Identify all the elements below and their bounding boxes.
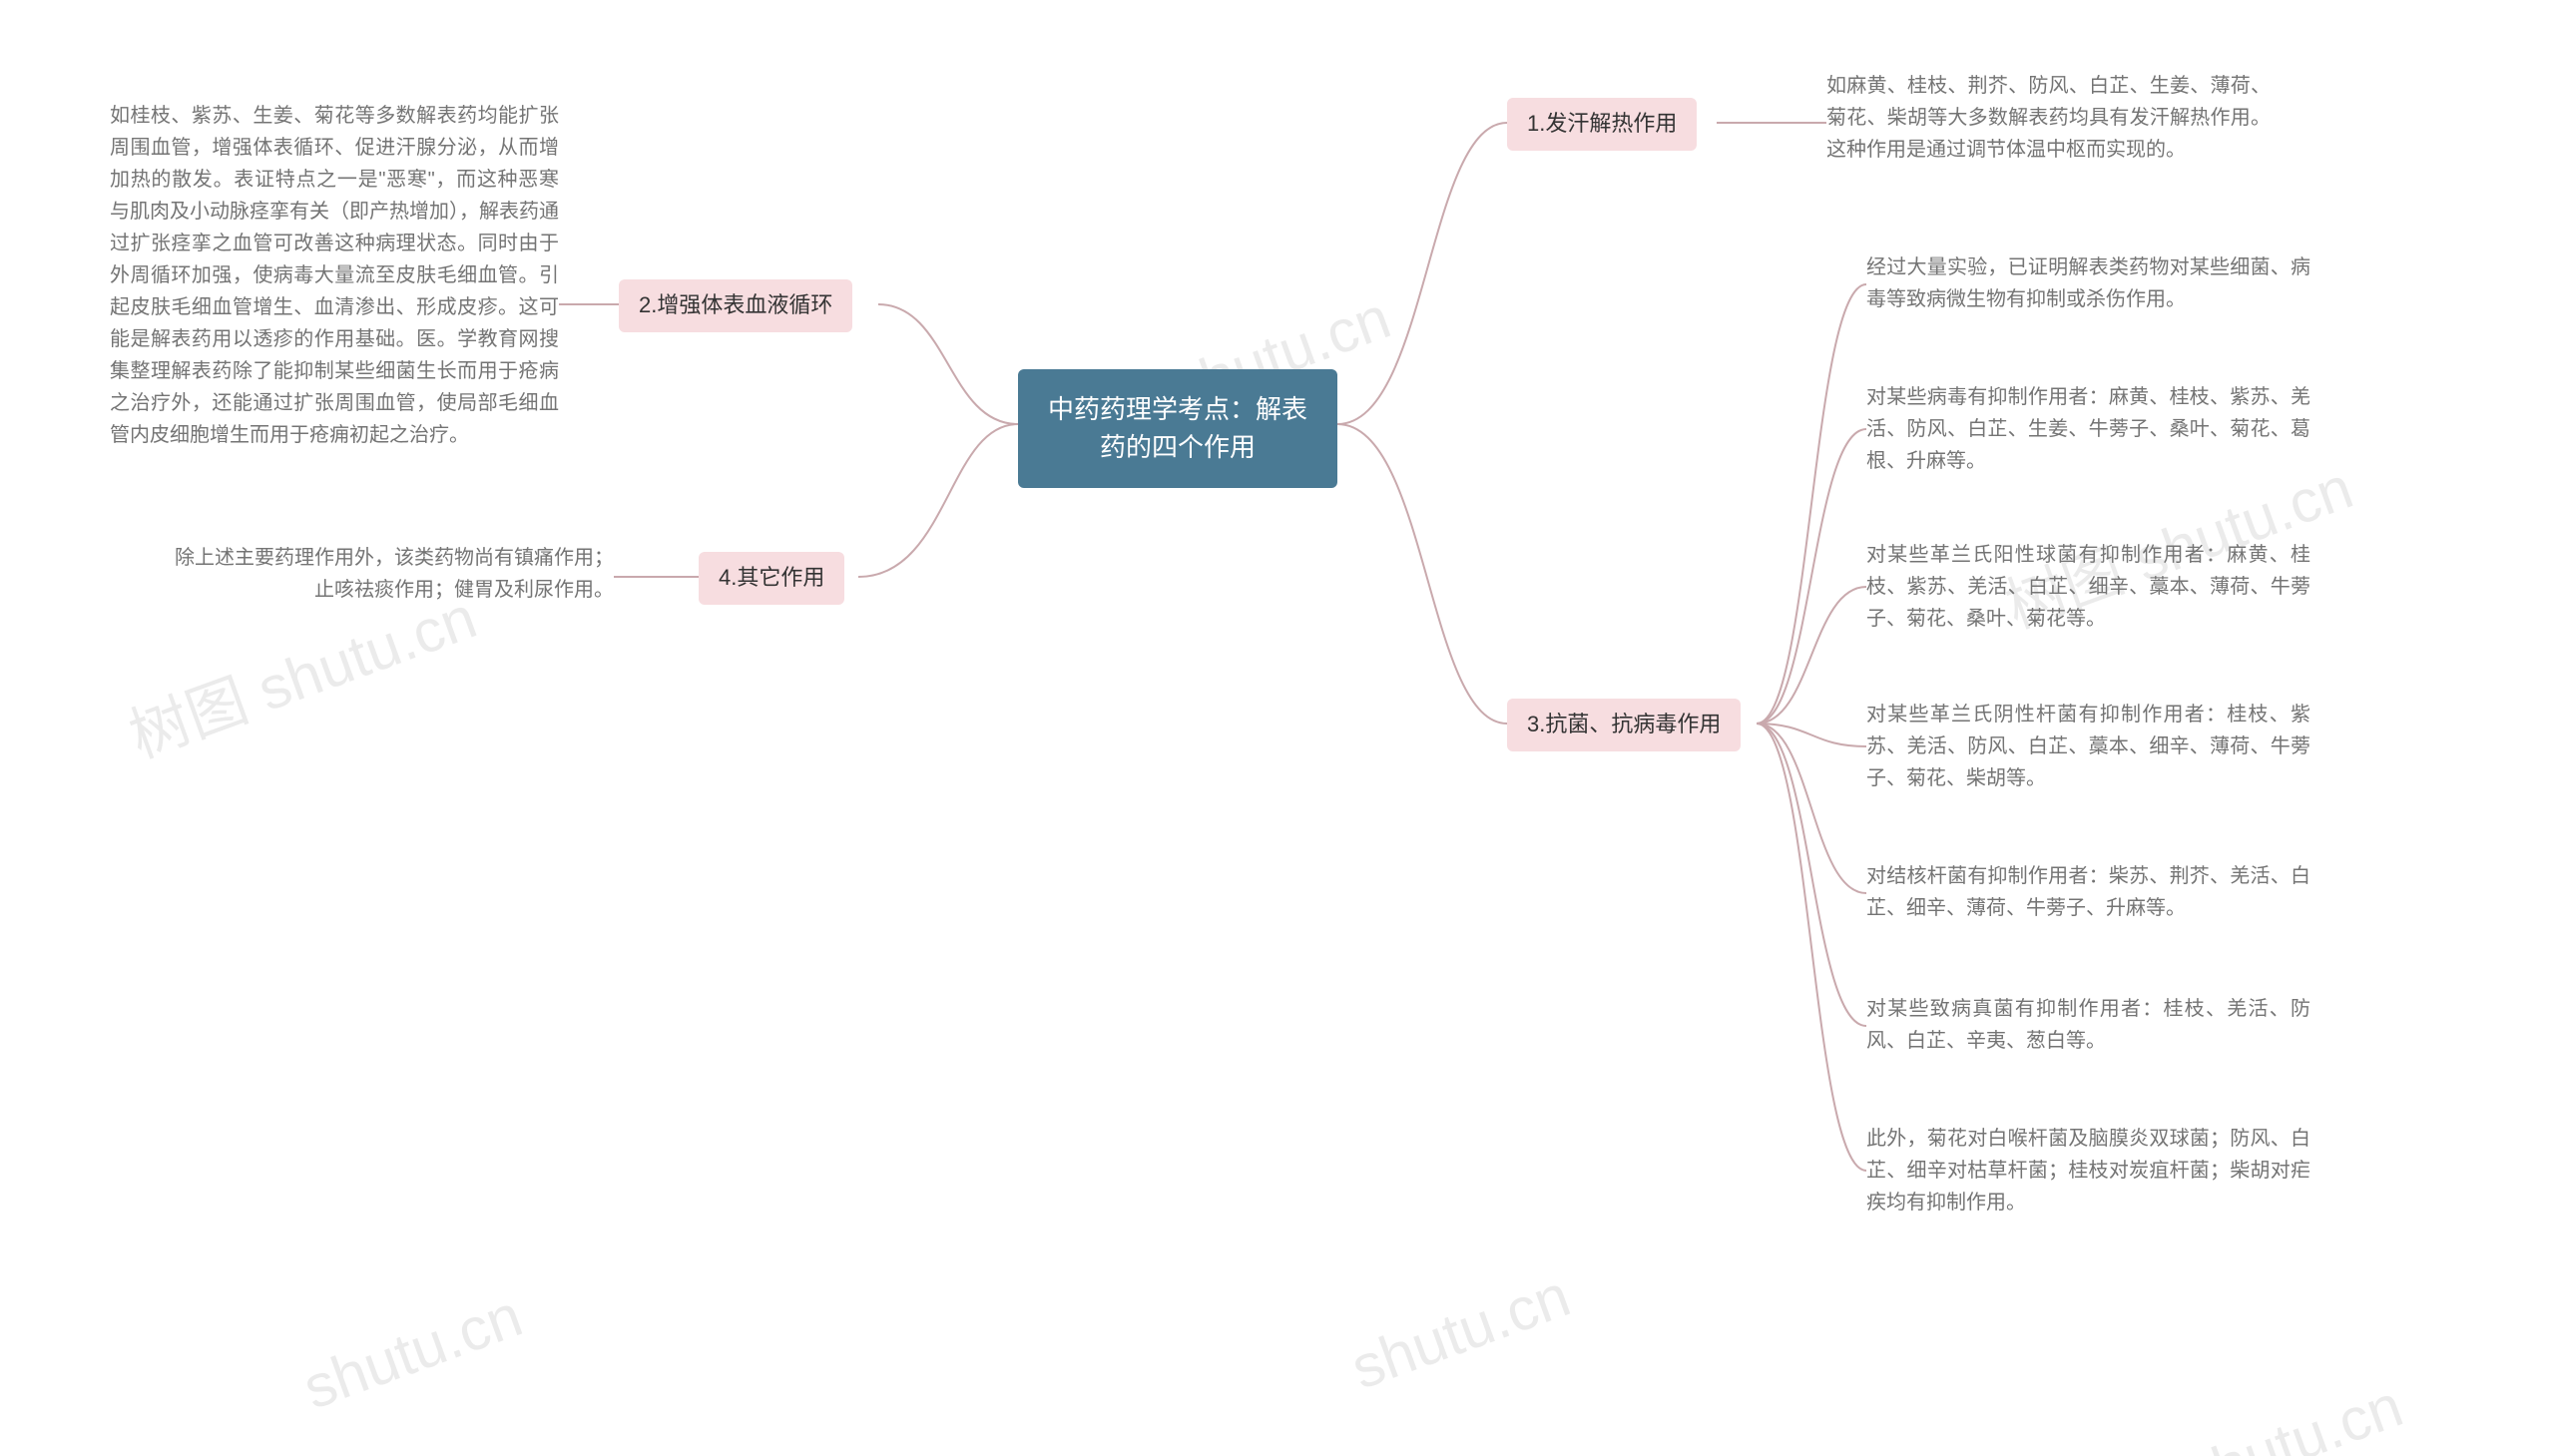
leaf-text: 对某些革兰氏阴性杆菌有抑制作用者：桂枝、紫苏、羌活、防风、白芷、藁本、细辛、薄荷… xyxy=(1866,704,2310,789)
leaf-node: 除上述主要药理作用外，该类药物尚有镇痛作用；止咳祛痰作用；健胃及利尿作用。 xyxy=(175,542,614,606)
root-label: 中药药理学考点：解表药的四个作用 xyxy=(1048,394,1307,462)
branch-node-2[interactable]: 2.增强体表血液循环 xyxy=(619,279,852,332)
leaf-node: 此外，菊花对白喉杆菌及脑膜炎双球菌；防风、白芷、细辛对枯草杆菌；桂枝对炭疽杆菌；… xyxy=(1866,1123,2310,1218)
branch-node-4[interactable]: 4.其它作用 xyxy=(699,552,844,605)
leaf-text: 除上述主要药理作用外，该类药物尚有镇痛作用；止咳祛痰作用；健胃及利尿作用。 xyxy=(175,547,614,601)
leaf-node: 对某些病毒有抑制作用者：麻黄、桂枝、紫苏、羌活、防风、白芷、生姜、牛蒡子、桑叶、… xyxy=(1866,381,2310,477)
leaf-text: 如桂枝、紫苏、生姜、菊花等多数解表药均能扩张周围血管，增强体表循环、促进汗腺分泌… xyxy=(110,105,559,446)
branch-label: 1.发汗解热作用 xyxy=(1527,111,1677,136)
branch-label: 2.增强体表血液循环 xyxy=(639,292,832,317)
watermark: shutu.cn xyxy=(294,1280,531,1422)
leaf-text: 对某些致病真菌有抑制作用者：桂枝、羌活、防风、白芷、辛夷、葱白等。 xyxy=(1866,998,2310,1052)
leaf-text: 如麻黄、桂枝、荆芥、防风、白芷、生姜、薄荷、菊花、柴胡等大多数解表药均具有发汗解… xyxy=(1826,75,2271,161)
branch-node-1[interactable]: 1.发汗解热作用 xyxy=(1507,98,1697,151)
leaf-text: 此外，菊花对白喉杆菌及脑膜炎双球菌；防风、白芷、细辛对枯草杆菌；桂枝对炭疽杆菌；… xyxy=(1866,1128,2310,1213)
leaf-text: 经过大量实验，已证明解表类药物对某些细菌、病毒等致病微生物有抑制或杀伤作用。 xyxy=(1866,256,2310,310)
branch-label: 4.其它作用 xyxy=(719,565,824,590)
leaf-node: 对某些革兰氏阴性杆菌有抑制作用者：桂枝、紫苏、羌活、防风、白芷、藁本、细辛、薄荷… xyxy=(1866,699,2310,794)
branch-node-3[interactable]: 3.抗菌、抗病毒作用 xyxy=(1507,699,1741,751)
leaf-node: 对某些致病真菌有抑制作用者：桂枝、羌活、防风、白芷、辛夷、葱白等。 xyxy=(1866,993,2310,1057)
watermark: 树图 shutu.cn xyxy=(2042,1357,2412,1456)
leaf-text: 对某些病毒有抑制作用者：麻黄、桂枝、紫苏、羌活、防风、白芷、生姜、牛蒡子、桑叶、… xyxy=(1866,386,2310,472)
leaf-node: 经过大量实验，已证明解表类药物对某些细菌、病毒等致病微生物有抑制或杀伤作用。 xyxy=(1866,251,2310,315)
leaf-node: 如麻黄、桂枝、荆芥、防风、白芷、生姜、薄荷、菊花、柴胡等大多数解表药均具有发汗解… xyxy=(1826,70,2271,166)
leaf-node: 如桂枝、紫苏、生姜、菊花等多数解表药均能扩张周围血管，增强体表循环、促进汗腺分泌… xyxy=(110,100,559,451)
leaf-node: 对结核杆菌有抑制作用者：柴苏、荆芥、羌活、白芷、细辛、薄荷、牛蒡子、升麻等。 xyxy=(1866,860,2310,924)
leaf-node: 对某些革兰氏阳性球菌有抑制作用者：麻黄、桂枝、紫苏、羌活、白芷、细辛、藁本、薄荷… xyxy=(1866,539,2310,635)
branch-label: 3.抗菌、抗病毒作用 xyxy=(1527,712,1721,736)
watermark: shutu.cn xyxy=(1342,1260,1579,1402)
leaf-text: 对结核杆菌有抑制作用者：柴苏、荆芥、羌活、白芷、细辛、薄荷、牛蒡子、升麻等。 xyxy=(1866,865,2310,919)
root-node[interactable]: 中药药理学考点：解表药的四个作用 xyxy=(1018,369,1337,488)
leaf-text: 对某些革兰氏阳性球菌有抑制作用者：麻黄、桂枝、紫苏、羌活、白芷、细辛、藁本、薄荷… xyxy=(1866,544,2310,630)
